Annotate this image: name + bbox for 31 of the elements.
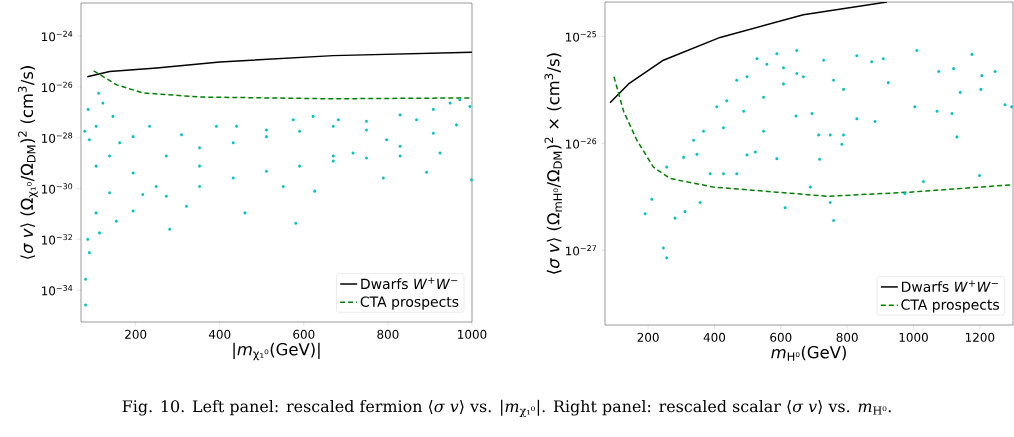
legend-label: CTA prospects <box>901 299 1000 313</box>
y-tick-label: 10$^{−27}$ <box>566 245 597 256</box>
y-tick-label: 10$^{−30}$ <box>42 183 73 194</box>
x-tick-label: 200 <box>637 332 659 342</box>
x-axis-title: m$_{H⁰}$(GeV) <box>771 345 846 361</box>
x-tick-label: 600 <box>770 332 792 342</box>
y-tick-label: 10$^{−32}$ <box>42 234 72 245</box>
y-tick-label: 10$^{−28}$ <box>42 132 73 143</box>
y-tick-label: 10$^{−25}$ <box>566 31 597 42</box>
y-tick-label: 10$^{−24}$ <box>42 30 73 42</box>
text: Fig. 10. Left panel: rescaled fermion ⟨σ v⟩ vs. |m$_{χ₁⁰}$|. Right panel: rescaled scalar ⟨σ v⟩ vs. m$_{H⁰}$. <box>122 399 891 418</box>
x-tick-label: 200 <box>125 329 147 339</box>
x-tick-label: 1000 <box>458 329 487 339</box>
y-tick-label: 10$^{−34}$ <box>42 284 73 296</box>
x-tick-label: 1200 <box>965 332 995 342</box>
x-tick-label: 800 <box>836 332 858 342</box>
x-tick-label: 600 <box>293 329 315 339</box>
x-tick-label: 800 <box>377 329 399 339</box>
text: ⟨σ v⟩ (Ω$_{mH⁰}$/Ω$_{DM}$)$^{2}$ × (cm$^{3}$/s) <box>544 53 562 274</box>
text: ⟨σ v⟩ (Ω$_{χ₁⁰}$/Ω$_{DM}$)$^{2}$ (cm$^{3}$/s) <box>18 66 38 259</box>
x-tick-label: 400 <box>703 332 726 342</box>
y-tick-label: 10$^{−26}$ <box>42 81 73 93</box>
line-series <box>613 76 1013 198</box>
x-axis-title: |m$_{χ₁⁰}$(GeV)| <box>233 342 320 361</box>
legend-label: Dwarfs W$^{+}$W$^{−}$ <box>361 277 458 290</box>
line-series <box>92 70 472 100</box>
legend-label: Dwarfs W$^{+}$W$^{−}$ <box>901 280 998 293</box>
x-tick-label: 1000 <box>899 332 928 342</box>
x-tick-label: 400 <box>208 329 231 339</box>
y-tick-label: 10$^{−26}$ <box>566 138 597 149</box>
legend-label: CTA prospects <box>360 296 459 310</box>
